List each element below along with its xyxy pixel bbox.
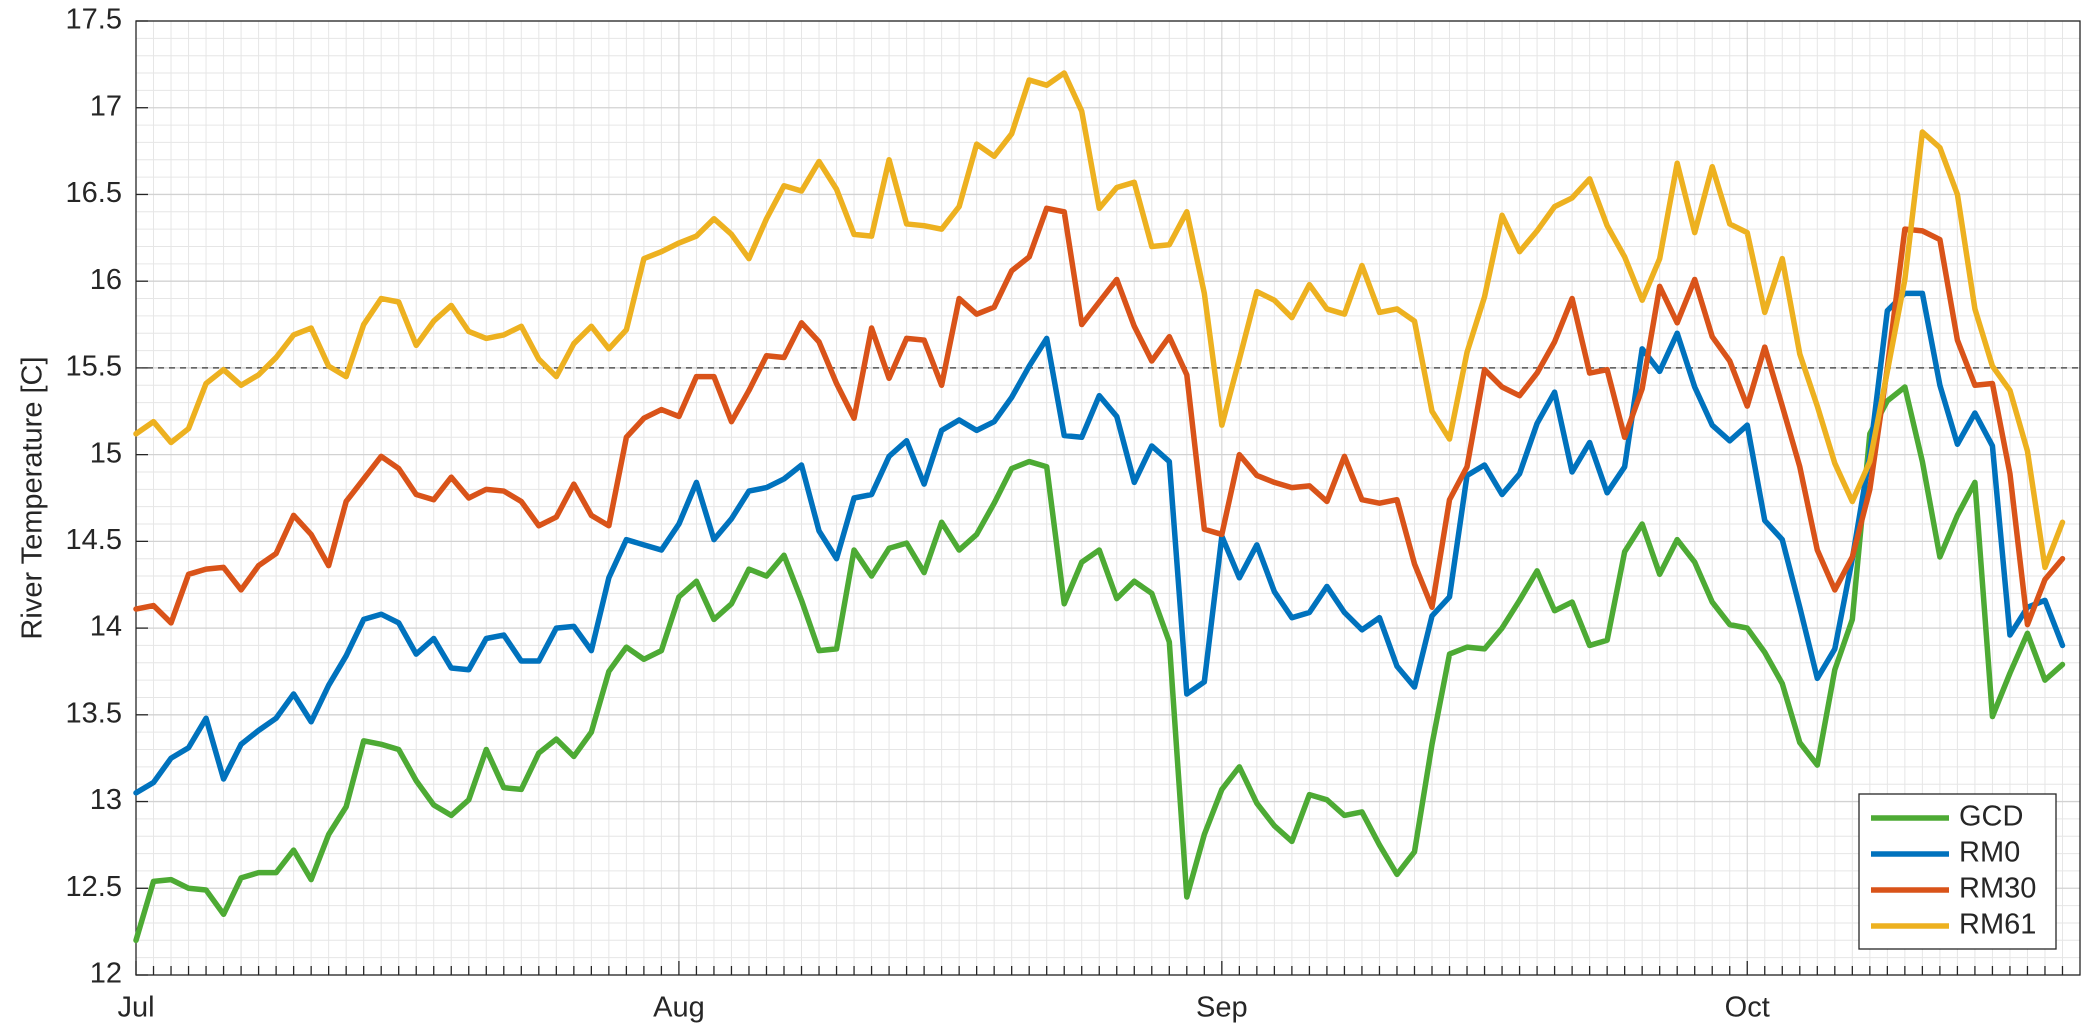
legend-label: GCD (1959, 801, 2023, 833)
legend: GCD RM0 RM30 RM61 (1858, 793, 2057, 950)
y-tick-label: 15 (90, 437, 122, 469)
series-line (133, 290, 2066, 796)
y-tick-label: 12.5 (66, 871, 122, 903)
x-tick-label: Jul (117, 992, 154, 1024)
series-line (133, 205, 2066, 628)
series-line (133, 384, 2066, 944)
y-tick-label: 16 (90, 264, 122, 296)
y-tick-label: 13.5 (66, 697, 122, 729)
y-tick-label: 13 (90, 784, 122, 816)
plot-frame (135, 20, 2081, 976)
y-tick-label: 15.5 (66, 351, 122, 383)
x-tick-label: Aug (653, 992, 705, 1024)
x-tick-label: Oct (1725, 992, 1770, 1024)
y-tick-label: 12 (90, 958, 122, 990)
y-tick-label: 17.5 (66, 4, 122, 36)
y-tick-label: 17 (90, 90, 122, 122)
legend-box (1858, 793, 2057, 950)
y-tick-label: 14 (90, 611, 122, 643)
y-tick-label: 14.5 (66, 524, 122, 556)
legend-label: RM61 (1959, 909, 2036, 941)
legend-label: RM0 (1959, 837, 2020, 869)
y-axis-label: River Temperature [C] (17, 356, 49, 639)
y-tick-label: 16.5 (66, 177, 122, 209)
legend-label: RM30 (1959, 873, 2036, 905)
series-line (133, 70, 2066, 571)
x-tick-label: Sep (1196, 992, 1248, 1024)
